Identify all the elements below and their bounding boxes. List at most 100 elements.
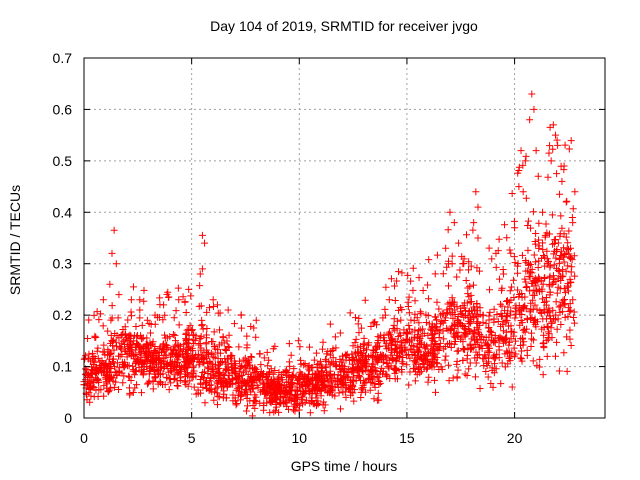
data-point xyxy=(311,370,319,378)
data-point xyxy=(214,346,222,354)
data-point xyxy=(488,255,496,263)
data-point xyxy=(440,345,448,353)
data-point xyxy=(313,360,321,368)
data-point xyxy=(479,318,487,326)
data-point xyxy=(385,328,393,336)
data-point xyxy=(521,328,529,336)
data-point xyxy=(149,358,157,366)
data-point xyxy=(151,311,159,319)
data-point xyxy=(92,333,100,341)
data-point xyxy=(256,376,264,384)
data-point xyxy=(224,343,232,351)
data-point xyxy=(110,226,118,234)
data-point xyxy=(207,381,215,389)
data-point xyxy=(391,375,399,383)
data-point xyxy=(424,331,432,339)
data-point xyxy=(517,147,525,155)
data-point xyxy=(320,407,328,415)
data-point xyxy=(229,380,237,388)
data-point xyxy=(360,344,368,352)
data-point xyxy=(510,344,518,352)
data-point xyxy=(534,264,542,272)
data-point xyxy=(551,235,559,243)
data-point xyxy=(392,366,400,374)
x-tick-label: 5 xyxy=(188,430,196,446)
data-point xyxy=(369,319,377,327)
data-point xyxy=(374,389,382,397)
data-point xyxy=(554,266,562,274)
data-point xyxy=(257,361,265,369)
data-point xyxy=(432,327,440,335)
data-point xyxy=(149,385,157,393)
data-point xyxy=(334,383,342,391)
data-point xyxy=(532,258,540,266)
data-point xyxy=(419,360,427,368)
data-point xyxy=(469,281,477,289)
data-point xyxy=(398,306,406,314)
data-point xyxy=(474,326,482,334)
data-point xyxy=(82,352,90,360)
data-point xyxy=(186,322,194,330)
data-point xyxy=(387,334,395,342)
data-point xyxy=(260,354,268,362)
data-point xyxy=(276,399,284,407)
data-point xyxy=(549,240,557,248)
data-point xyxy=(432,313,440,321)
data-point xyxy=(304,381,312,389)
data-point xyxy=(106,363,114,371)
data-point xyxy=(180,340,188,348)
data-point xyxy=(223,366,231,374)
data-point xyxy=(357,388,365,396)
data-point xyxy=(261,387,269,395)
data-point xyxy=(106,355,114,363)
data-point xyxy=(507,327,515,335)
data-point xyxy=(329,374,337,382)
data-point xyxy=(501,350,509,358)
data-point xyxy=(415,274,423,282)
data-point xyxy=(188,327,196,335)
data-point xyxy=(485,358,493,366)
data-point xyxy=(237,311,245,319)
data-point xyxy=(402,346,410,354)
data-point xyxy=(349,354,357,362)
data-point xyxy=(514,260,522,268)
data-point xyxy=(100,392,108,400)
data-point xyxy=(385,296,393,304)
data-point xyxy=(421,351,429,359)
data-point xyxy=(474,318,482,326)
data-point xyxy=(549,121,557,129)
data-point xyxy=(561,289,569,297)
data-point xyxy=(487,380,495,388)
data-point xyxy=(179,293,187,301)
data-point xyxy=(523,346,531,354)
data-point xyxy=(227,351,235,359)
data-point xyxy=(372,343,380,351)
data-point xyxy=(140,286,148,294)
data-point xyxy=(203,308,211,316)
data-point xyxy=(347,381,355,389)
data-point xyxy=(485,312,493,320)
data-point xyxy=(287,378,295,386)
data-point xyxy=(555,367,563,375)
data-point xyxy=(430,347,438,355)
data-point xyxy=(256,350,264,358)
data-point xyxy=(528,329,536,337)
data-point xyxy=(339,380,347,388)
data-point xyxy=(461,346,469,354)
data-point xyxy=(391,326,399,334)
data-point xyxy=(455,318,463,326)
data-point xyxy=(508,283,516,291)
data-point xyxy=(505,355,513,363)
data-point xyxy=(256,399,264,407)
data-point xyxy=(539,280,547,288)
data-point xyxy=(472,348,480,356)
data-point xyxy=(491,355,499,363)
data-point xyxy=(131,367,139,375)
data-point xyxy=(149,378,157,386)
data-point xyxy=(437,363,445,371)
data-point xyxy=(509,276,517,284)
data-point xyxy=(331,392,339,400)
data-point xyxy=(533,318,541,326)
data-point xyxy=(522,194,530,202)
data-point xyxy=(415,347,423,355)
